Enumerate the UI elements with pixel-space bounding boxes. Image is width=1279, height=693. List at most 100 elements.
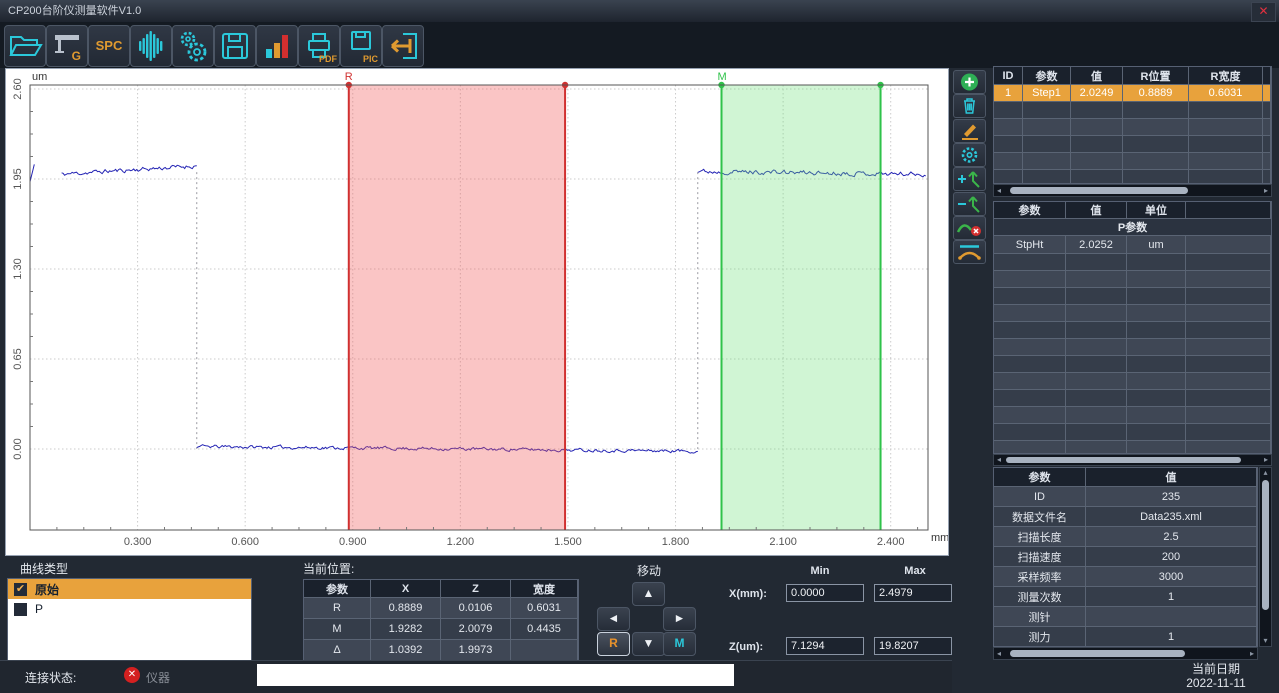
- column-header: Z: [441, 580, 511, 598]
- table-cell: [994, 339, 1066, 356]
- table-cell: [1086, 607, 1257, 627]
- save-pic-button[interactable]: PIC: [340, 25, 382, 67]
- x-min-input[interactable]: [786, 584, 864, 602]
- table-row: Δ 1.0392 1.9973: [304, 640, 578, 660]
- column-header: 单位: [1127, 202, 1186, 219]
- scrollbar-track[interactable]: [1004, 648, 1247, 659]
- status-message-input[interactable]: [257, 664, 734, 686]
- table-row: 测量次数 1: [994, 587, 1257, 607]
- result-row-selected[interactable]: 1 Step1 2.0249 0.8889 0.6031: [994, 85, 1271, 102]
- edit-button[interactable]: [953, 119, 986, 143]
- info-hscrollbar[interactable]: ◂ ▸: [993, 647, 1258, 660]
- trash-icon: [964, 98, 975, 114]
- table-cell: [1186, 407, 1271, 424]
- save-floppy-icon: [222, 33, 248, 59]
- scroll-right-icon[interactable]: ▸: [1249, 648, 1254, 658]
- exit-button[interactable]: [382, 25, 424, 67]
- scroll-right-icon[interactable]: ▸: [1263, 185, 1268, 195]
- table-cell: StpHt: [994, 236, 1066, 254]
- table-cell: 2.0079: [441, 619, 511, 640]
- statistics-button[interactable]: [256, 25, 298, 67]
- scroll-up-icon[interactable]: ▴: [1263, 468, 1268, 477]
- table-cell: [1189, 153, 1263, 170]
- current-date: 当前日期 2022-11-11: [1166, 662, 1266, 690]
- table-row: [994, 441, 1271, 453]
- close-button[interactable]: ✕: [1251, 2, 1276, 22]
- delete-curve-button[interactable]: [953, 216, 986, 240]
- profile-chart-panel[interactable]: R M 0.300 0.600 0.900 1.200 1.500 1.800 2.100 2.4…: [5, 68, 949, 556]
- parameter-hscrollbar[interactable]: ◂ ▸: [993, 454, 1272, 466]
- scrollbar-thumb[interactable]: [1010, 187, 1188, 194]
- leveling-icon: [958, 245, 981, 260]
- scroll-left-icon[interactable]: ◂: [996, 648, 1001, 658]
- table-row: [994, 102, 1271, 119]
- parameter-table: 参数值单位 P参数 StpHt 2.0252 um: [993, 201, 1272, 454]
- z-min-input[interactable]: [786, 637, 864, 655]
- profile-chart[interactable]: R M 0.300 0.600 0.900 1.200 1.500 1.800 2.100 2.4…: [6, 69, 949, 555]
- table-cell: [994, 288, 1066, 305]
- minus-cursor-icon: [958, 196, 980, 213]
- delete-button[interactable]: [953, 94, 986, 118]
- settings-button[interactable]: [953, 143, 986, 167]
- table-cell: M: [304, 619, 371, 640]
- table-header-row: 参数 X Z 宽度: [304, 580, 578, 598]
- measure-info-table: 参数值 ID 235 数据文件名 Data235.xml 扫描长度 2.5 扫描速度 200 采样…: [993, 467, 1258, 647]
- table-row: [994, 356, 1271, 373]
- table-row: R 0.8889 0.0106 0.6031: [304, 598, 578, 619]
- scrollbar-track[interactable]: [1004, 185, 1261, 196]
- add-measure-button[interactable]: [953, 70, 986, 94]
- bar-chart-icon: [266, 35, 288, 58]
- svg-text:0.600: 0.600: [231, 536, 259, 548]
- checkbox-unchecked-icon[interactable]: [14, 602, 27, 616]
- leveling-button[interactable]: [953, 240, 986, 264]
- table-cell: [1123, 102, 1189, 119]
- cursor-region-R[interactable]: R: [345, 71, 569, 530]
- cursor-region-M[interactable]: M: [718, 71, 884, 530]
- remove-cursor-button[interactable]: [953, 192, 986, 216]
- probe-config-button[interactable]: G: [46, 25, 88, 67]
- scroll-left-icon[interactable]: ◂: [996, 455, 1001, 464]
- print-pdf-button[interactable]: PDF: [298, 25, 340, 67]
- move-right-button[interactable]: ►: [663, 607, 696, 631]
- close-icon: ✕: [1258, 4, 1269, 18]
- results-hscrollbar[interactable]: ◂ ▸: [993, 184, 1272, 197]
- save-button[interactable]: [214, 25, 256, 67]
- move-down-button[interactable]: ▼: [632, 632, 665, 656]
- profile-curve: [697, 168, 926, 178]
- x-max-input[interactable]: [874, 584, 952, 602]
- table-row: 测力 1: [994, 627, 1257, 646]
- scroll-right-icon[interactable]: ▸: [1263, 455, 1268, 464]
- move-to-r-button[interactable]: R: [597, 632, 630, 656]
- table-cell: 1.9973: [441, 640, 511, 660]
- up-arrow-icon: ▲: [642, 586, 655, 600]
- checkbox-checked-icon[interactable]: ✔: [14, 582, 27, 596]
- scroll-left-icon[interactable]: ◂: [996, 185, 1001, 195]
- table-cell: [994, 424, 1066, 441]
- curve-type-item[interactable]: P: [8, 599, 251, 619]
- z-max-input[interactable]: [874, 637, 952, 655]
- table-cell: [1023, 102, 1071, 119]
- table-cell: [1127, 305, 1186, 322]
- scrollbar-thumb[interactable]: [1010, 650, 1185, 657]
- info-vscrollbar[interactable]: ▴ ▾: [1259, 467, 1272, 647]
- table-cell: [1071, 153, 1123, 170]
- scrollbar-thumb[interactable]: [1006, 457, 1241, 463]
- scrollbar-thumb[interactable]: [1262, 480, 1269, 610]
- current-position-table: 参数 X Z 宽度 R 0.8889 0.0106 0.6031 M 1.9282 2.0079 0.…: [303, 579, 579, 661]
- open-file-button[interactable]: [4, 25, 46, 67]
- move-up-button[interactable]: ▲: [632, 582, 665, 606]
- add-cursor-button[interactable]: [953, 167, 986, 191]
- settings-gears-button[interactable]: [172, 25, 214, 67]
- move-left-button[interactable]: ◄: [597, 607, 630, 631]
- table-row: [994, 153, 1271, 170]
- left-arrow-icon: ◄: [607, 611, 620, 625]
- scrollbar-track[interactable]: [1004, 455, 1261, 465]
- scroll-down-icon[interactable]: ▾: [1263, 636, 1268, 645]
- move-to-m-button[interactable]: M: [663, 632, 696, 656]
- table-cell: [1263, 102, 1271, 119]
- curve-type-item[interactable]: ✔ 原始: [8, 579, 251, 599]
- spc-button[interactable]: SPC: [88, 25, 130, 67]
- column-header: 值: [1071, 67, 1123, 85]
- waveform-button[interactable]: [130, 25, 172, 67]
